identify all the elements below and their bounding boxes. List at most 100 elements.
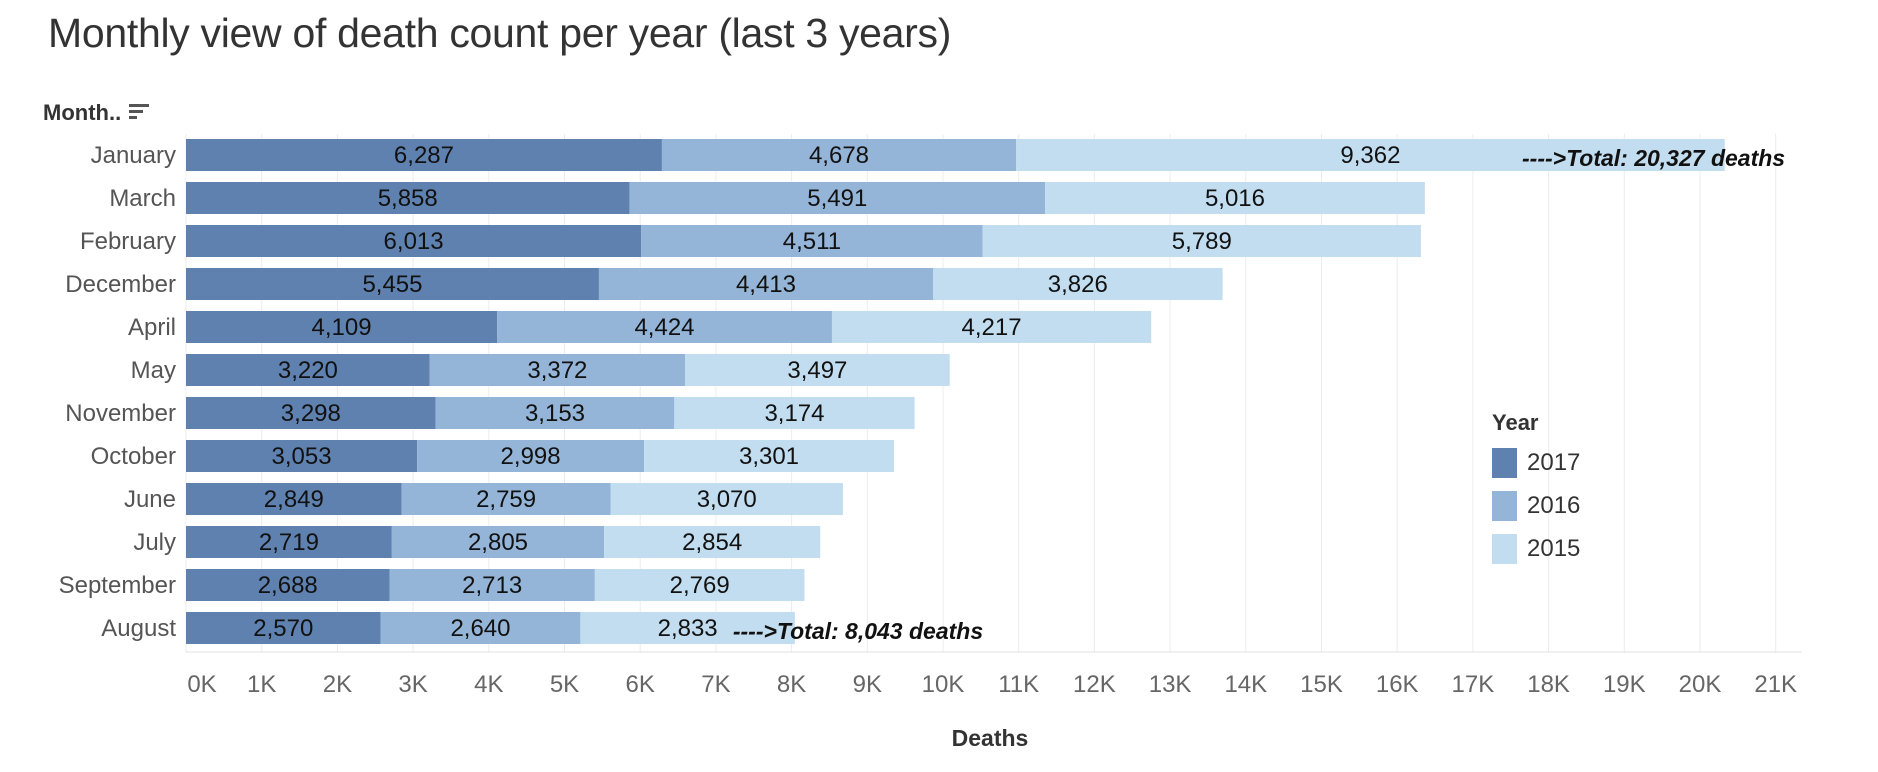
bar-segment xyxy=(186,139,662,171)
data-label: 2,713 xyxy=(462,572,522,599)
legend-swatch xyxy=(1492,534,1517,564)
legend-label: 2016 xyxy=(1527,492,1581,519)
bar-segment xyxy=(186,182,630,214)
data-label: 5,455 xyxy=(362,271,422,298)
x-tick-label: 12K xyxy=(1073,671,1116,698)
data-label: 3,298 xyxy=(281,400,341,427)
bar-segment xyxy=(598,268,934,300)
legend: Year 2017 2016 2015 xyxy=(1492,410,1580,577)
data-label: 4,413 xyxy=(736,271,796,298)
bar-segment xyxy=(186,440,418,472)
bar-segment xyxy=(380,612,581,644)
bar-segment xyxy=(644,440,894,472)
bar-segment xyxy=(661,139,1017,171)
category-label: June xyxy=(124,486,176,513)
data-label: 6,013 xyxy=(384,228,444,255)
bar-segment xyxy=(186,612,381,644)
data-label: 6,287 xyxy=(394,142,454,169)
bar-segment xyxy=(641,225,983,257)
data-label: 3,053 xyxy=(272,443,332,470)
data-label: 2,805 xyxy=(468,529,528,556)
bar-segment xyxy=(629,182,1046,214)
data-label: 4,424 xyxy=(634,314,694,341)
bar-segment xyxy=(391,526,605,558)
bar-segment xyxy=(1016,139,1725,171)
bar-segment xyxy=(186,354,430,386)
x-tick-label: 4K xyxy=(474,671,503,698)
x-tick-label: 7K xyxy=(701,671,730,698)
category-label: July xyxy=(133,529,176,556)
legend-title: Year xyxy=(1492,410,1539,435)
x-tick-label: 1K xyxy=(247,671,276,698)
bar-segment xyxy=(594,569,805,601)
legend-item[interactable]: 2017 xyxy=(1492,448,1580,478)
data-label: 2,769 xyxy=(670,572,730,599)
bar-segment xyxy=(435,397,675,429)
bar-segment xyxy=(186,526,392,558)
x-tick-label: 17K xyxy=(1452,671,1495,698)
data-label: 3,497 xyxy=(787,357,847,384)
data-label: 2,719 xyxy=(259,529,319,556)
category-label: May xyxy=(131,357,176,384)
bar-segment xyxy=(497,311,832,343)
bar-segment xyxy=(401,483,611,515)
bar-segment xyxy=(831,311,1152,343)
bar-segment xyxy=(685,354,950,386)
x-tick-label: 3K xyxy=(398,671,427,698)
x-tick-label: 20K xyxy=(1679,671,1722,698)
x-tick-label: 6K xyxy=(626,671,655,698)
x-tick-label: 9K xyxy=(853,671,882,698)
legend-label: 2015 xyxy=(1527,535,1581,562)
data-label: 2,688 xyxy=(258,572,318,599)
x-tick-label: 13K xyxy=(1149,671,1192,698)
legend-item[interactable]: 2015 xyxy=(1492,534,1580,564)
bar-segment xyxy=(186,268,599,300)
x-tick-label: 5K xyxy=(550,671,579,698)
data-label: 4,109 xyxy=(311,314,371,341)
data-label: 3,372 xyxy=(527,357,587,384)
x-tick-label: 10K xyxy=(922,671,965,698)
x-tick-label: 15K xyxy=(1300,671,1343,698)
category-label: January xyxy=(91,142,176,169)
bar-segment xyxy=(429,354,686,386)
legend-item[interactable]: 2016 xyxy=(1492,491,1580,521)
category-label: April xyxy=(128,314,176,341)
sort-descending-icon[interactable] xyxy=(129,104,150,122)
data-label: 3,174 xyxy=(764,400,824,427)
x-tick-label: 0K xyxy=(187,671,216,698)
data-label: 5,789 xyxy=(1172,228,1232,255)
total-annotation: ---->Total: 8,043 deaths xyxy=(733,618,983,644)
month-axis-label: Month.. xyxy=(43,100,122,125)
chart-title: Monthly view of death count per year (la… xyxy=(48,10,952,56)
data-label: 4,678 xyxy=(809,142,869,169)
bar-segment xyxy=(604,526,821,558)
data-label: 3,070 xyxy=(697,486,757,513)
total-annotation: ---->Total: 20,327 deaths xyxy=(1522,145,1785,171)
bar-segment xyxy=(933,268,1223,300)
bar-segment xyxy=(389,569,595,601)
data-label: 3,153 xyxy=(525,400,585,427)
category-label: December xyxy=(65,271,176,298)
data-label: 2,998 xyxy=(501,443,561,470)
category-label: November xyxy=(65,400,176,427)
data-label: 9,362 xyxy=(1340,142,1400,169)
bar-segment xyxy=(1045,182,1425,214)
bar-segment xyxy=(186,569,390,601)
x-tick-label: 2K xyxy=(323,671,352,698)
bar-segment xyxy=(982,225,1421,257)
x-tick-label: 18K xyxy=(1527,671,1570,698)
category-label: February xyxy=(80,228,176,255)
data-label: 4,217 xyxy=(962,314,1022,341)
x-tick-label: 14K xyxy=(1224,671,1267,698)
data-label: 5,016 xyxy=(1205,185,1265,212)
data-label: 2,759 xyxy=(476,486,536,513)
bar-segment xyxy=(610,483,843,515)
bar-segment xyxy=(186,225,642,257)
category-label: March xyxy=(109,185,176,212)
data-label: 2,849 xyxy=(264,486,324,513)
month-axis-header[interactable]: Month.. xyxy=(43,100,150,126)
bar-segment xyxy=(186,397,436,429)
data-label: 5,858 xyxy=(378,185,438,212)
bar-segment xyxy=(417,440,645,472)
